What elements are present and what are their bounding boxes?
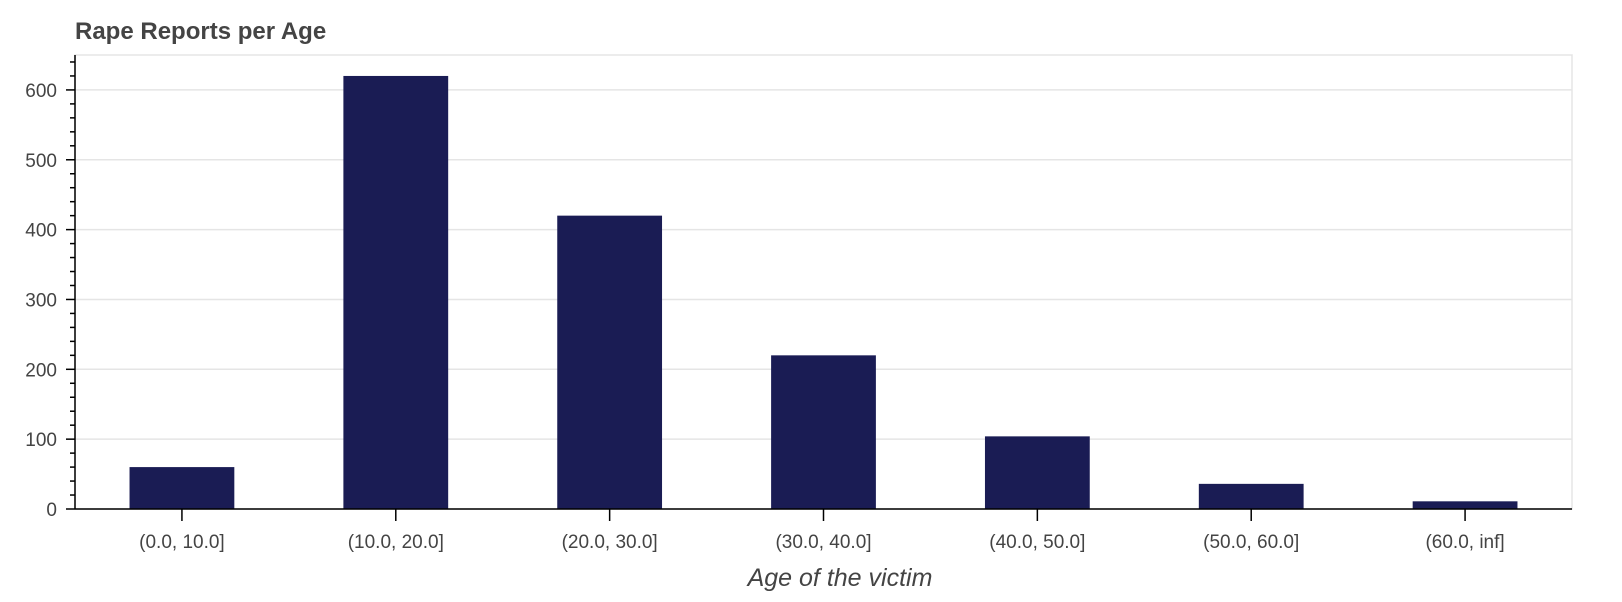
x-tick-label: (50.0, 60.0] — [1203, 532, 1299, 553]
bar — [771, 355, 876, 509]
x-tick-label: (20.0, 30.0] — [562, 532, 658, 553]
bar — [984, 436, 1090, 509]
bar — [1198, 483, 1304, 509]
bar — [343, 75, 449, 509]
y-tick-label: 600 — [25, 81, 57, 102]
x-axis-label: Age of the victim — [746, 564, 933, 592]
y-axis-ticks: 0 100 200 300 400 500 600 — [25, 61, 75, 521]
grid-lines — [75, 89, 1572, 440]
bars — [129, 75, 1518, 509]
x-tick-label: (30.0, 40.0] — [775, 532, 871, 553]
y-tick-label: 500 — [25, 151, 57, 172]
x-tick-label: (60.0, inf] — [1425, 532, 1504, 553]
y-tick-label: 400 — [25, 221, 57, 242]
bar — [1412, 501, 1518, 509]
y-tick-label: 0 — [46, 500, 57, 521]
x-axis-ticks: (0.0, 10.0] (10.0, 20.0] (20.0, 30.0] (30.0… — [139, 509, 1505, 553]
x-tick-label: (0.0, 10.0] — [139, 532, 225, 553]
bar — [129, 467, 235, 509]
x-tick-label: (10.0, 20.0] — [348, 532, 444, 553]
y-tick-label: 200 — [25, 360, 57, 381]
bar — [557, 215, 663, 509]
y-tick-label: 300 — [25, 290, 57, 311]
chart-title: Rape Reports per Age — [75, 18, 326, 45]
x-tick-label: (40.0, 50.0] — [989, 532, 1085, 553]
y-tick-label: 100 — [25, 430, 57, 451]
